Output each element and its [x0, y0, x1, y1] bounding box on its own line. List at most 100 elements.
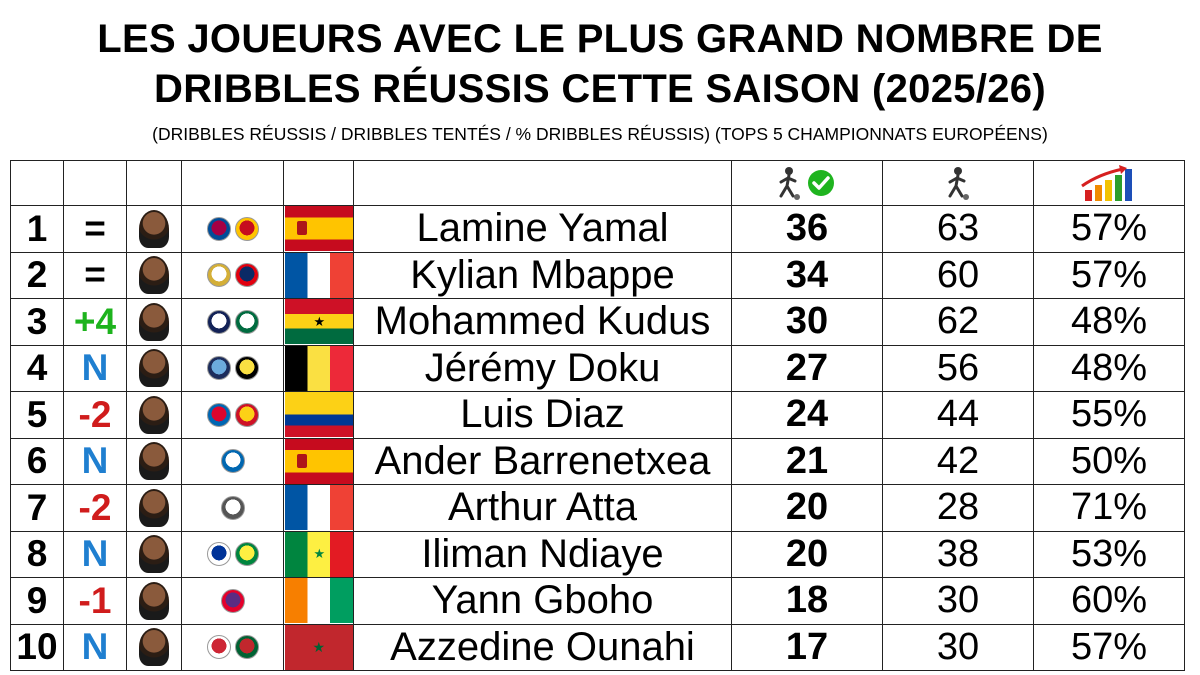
- flag-cell: ★: [283, 530, 354, 578]
- success-rate: 53%: [1070, 532, 1148, 575]
- success-rate: 48%: [1070, 300, 1148, 343]
- successful-dribbles: 30: [785, 300, 829, 343]
- header-cell-percentage: [1033, 160, 1185, 206]
- table-row: 1 = Lamine Yamal 36 63 57%: [10, 205, 1185, 253]
- rank-change: -2: [78, 486, 112, 528]
- player-name-cell: Ander Barrenetxea: [353, 437, 732, 485]
- rank-value: 8: [26, 533, 48, 575]
- rank-change: N: [81, 347, 109, 389]
- successful-dribbles-cell: 27: [731, 344, 883, 392]
- percentage-chart-icon: [1081, 165, 1132, 201]
- rank-cell: 6: [10, 437, 64, 485]
- change-cell: N: [63, 530, 127, 578]
- table-row: 3 +4 ★ Mohammed Kudus 30 62 48%: [10, 298, 1185, 346]
- successful-dribbles: 24: [785, 393, 829, 436]
- change-cell: N: [63, 344, 127, 392]
- morocco-flag-icon: ★: [284, 624, 353, 670]
- player-name: Lamine Yamal: [416, 206, 669, 251]
- attempted-dribbles: 60: [936, 253, 980, 296]
- photo-cell: [126, 530, 182, 578]
- change-cell: +4: [63, 298, 127, 346]
- page-subtitle: (DRIBBLES RÉUSSIS / DRIBBLES TENTÉS / % …: [152, 124, 1048, 144]
- table-row: 8 N ★ Iliman Ndiaye 20 38 53%: [10, 530, 1185, 578]
- successful-dribbles-cell: 36: [731, 205, 883, 253]
- table-row: 9 -1 Yann Gboho 18 30 60%: [10, 577, 1185, 625]
- bayern-munich-badge: [206, 402, 231, 427]
- attempted-dribbles-cell: 44: [882, 391, 1034, 439]
- france-fa-badge: [234, 263, 259, 288]
- photo-cell: [126, 205, 182, 253]
- player-name-cell: Arthur Atta: [353, 484, 732, 532]
- club-cell: [181, 437, 284, 485]
- ghana-fa-badge: [234, 309, 259, 334]
- ivory-coast-flag-icon: [284, 578, 353, 624]
- success-rate: 55%: [1070, 393, 1148, 436]
- player-photo: [139, 209, 169, 248]
- club-cell: [181, 344, 284, 392]
- player-name-cell: Kylian Mbappe: [353, 251, 732, 299]
- rank-value: 4: [26, 347, 48, 389]
- player-name: Azzedine Ounahi: [390, 624, 695, 669]
- player-name-cell: Luis Diaz: [353, 391, 732, 439]
- successful-dribbles: 36: [785, 207, 829, 250]
- attempted-dribbles: 63: [936, 207, 980, 250]
- rank-change: N: [81, 533, 109, 575]
- spain-flag-icon: [284, 438, 353, 484]
- attempted-dribbles-cell: 30: [882, 577, 1034, 625]
- change-cell: -1: [63, 577, 127, 625]
- real-sociedad-badge: [220, 449, 245, 474]
- club-cell: [181, 391, 284, 439]
- player-photo: [139, 628, 169, 667]
- flag-cell: [283, 344, 354, 392]
- player-photo: [139, 442, 169, 481]
- player-photo: [139, 302, 169, 341]
- photo-cell: [126, 484, 182, 532]
- colombia-flag-icon: [284, 392, 353, 438]
- flag-cell: [283, 205, 354, 253]
- rank-value: 3: [26, 300, 48, 342]
- successful-dribbles-cell: 24: [731, 391, 883, 439]
- flag-cell: ★: [283, 298, 354, 346]
- player-name: Jérémy Doku: [424, 345, 661, 390]
- table-row: 5 -2 Luis Diaz 24 44 55%: [10, 391, 1185, 439]
- girona-badge: [206, 635, 231, 660]
- change-cell: N: [63, 623, 127, 671]
- header-cell-attempted: [882, 160, 1034, 206]
- successful-dribbles-cell: 18: [731, 577, 883, 625]
- photo-cell: [126, 391, 182, 439]
- successful-dribbles: 34: [785, 253, 829, 296]
- attempted-dribbles-cell: 42: [882, 437, 1034, 485]
- photo-cell: [126, 437, 182, 485]
- rank-cell: 7: [10, 484, 64, 532]
- real-madrid-badge: [206, 263, 231, 288]
- rank-value: 10: [16, 626, 58, 668]
- rank-cell: 10: [10, 623, 64, 671]
- success-rate-cell: 55%: [1033, 391, 1185, 439]
- header-cell-change: [63, 160, 127, 206]
- successful-dribbles-cell: 34: [731, 251, 883, 299]
- attempted-dribbles: 30: [936, 579, 980, 622]
- attempted-dribbles-cell: 30: [882, 623, 1034, 671]
- spain-fa-badge: [234, 216, 259, 241]
- success-rate: 71%: [1070, 486, 1148, 529]
- photo-cell: [126, 251, 182, 299]
- change-cell: -2: [63, 484, 127, 532]
- everton-badge: [206, 542, 231, 567]
- successful-dribbles-cell: 17: [731, 623, 883, 671]
- player-photo: [139, 581, 169, 620]
- rank-cell: 9: [10, 577, 64, 625]
- attempted-dribbles: 62: [936, 300, 980, 343]
- attempted-dribbles: 56: [936, 346, 980, 389]
- player-photo: [139, 535, 169, 574]
- rank-change: =: [84, 207, 106, 249]
- rank-change: -1: [78, 579, 112, 621]
- club-cell: [181, 530, 284, 578]
- player-name: Ander Barrenetxea: [374, 438, 711, 483]
- belgium-flag-icon: [284, 345, 353, 391]
- rank-value: 1: [26, 207, 48, 249]
- club-cell: [181, 577, 284, 625]
- tottenham-badge: [206, 309, 231, 334]
- rank-cell: 1: [10, 205, 64, 253]
- france-flag-icon: [284, 252, 353, 298]
- toulouse-badge: [220, 588, 245, 613]
